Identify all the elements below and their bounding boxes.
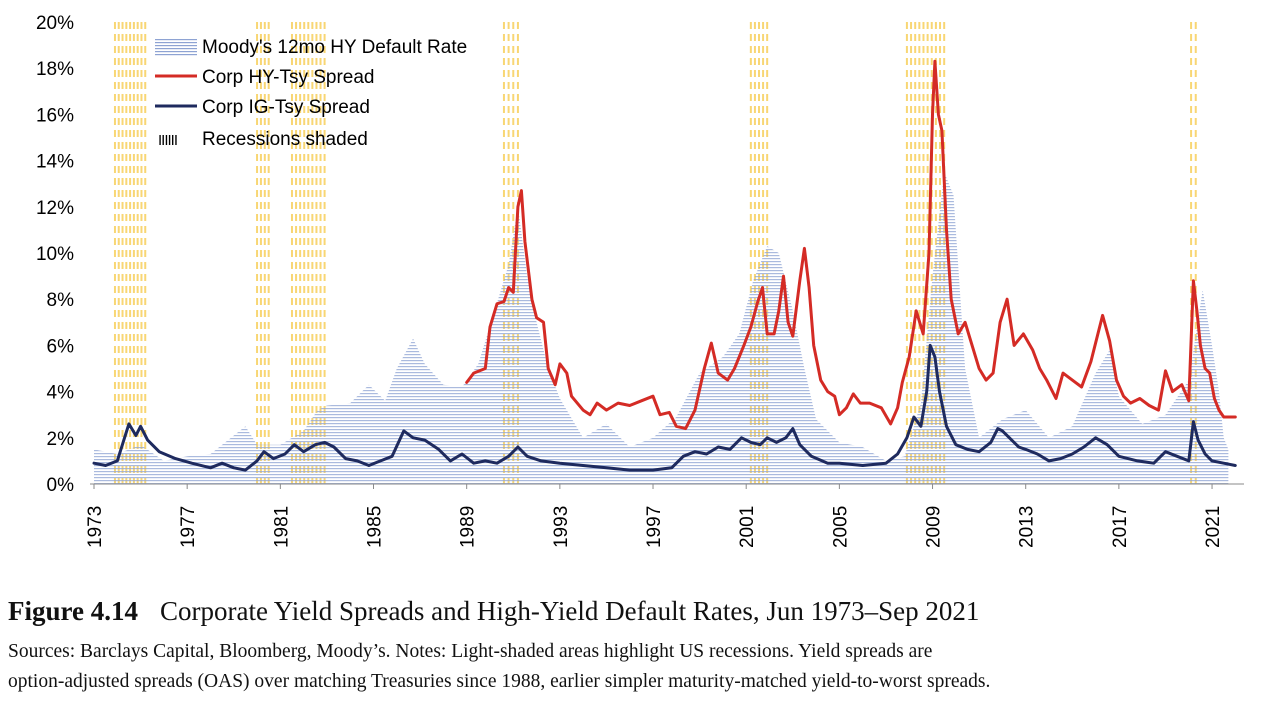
hy-spread-series [465, 59, 1237, 431]
legend-hy-spread: Corp HY-Tsy Spread [155, 67, 374, 88]
default-rate-area [94, 172, 1229, 484]
y-axis-ticks: 0% 2% 4% 6% 8% 10% 12% 14% 16% 18% 20% [36, 13, 74, 496]
recession-band [256, 22, 270, 484]
x-tick-label: 1993 [551, 506, 572, 548]
x-tick-label: 1977 [178, 506, 199, 548]
yield-spread-chart: 0% 2% 4% 6% 8% 10% 12% 14% 16% 18% 20% 1973 1977 198… [36, 13, 1244, 548]
recession-band [113, 22, 147, 484]
y-tick-label: 10% [36, 244, 74, 265]
y-tick-label: 8% [47, 290, 75, 311]
x-tick-label: 2005 [830, 506, 851, 548]
default-rate-series [94, 172, 1229, 484]
recession-bands [113, 22, 1197, 484]
x-tick-label: 2021 [1203, 506, 1224, 548]
y-tick-label: 2% [47, 429, 75, 450]
hy-spread-line [465, 59, 1237, 431]
figure-title: Corporate Yield Spreads and High-Yield D… [160, 596, 980, 626]
x-tick-label: 1981 [271, 506, 292, 548]
x-axis-ticks: 1973 1977 1981 1985 1989 1993 1997 2001 2005 2009… [85, 484, 1224, 548]
legend-ig-label: Corp IG-Tsy Spread [202, 97, 370, 118]
legend-default-rate: Moody's 12mo HY Default Rate [155, 37, 467, 58]
y-tick-label: 18% [36, 59, 74, 80]
y-tick-label: 0% [47, 475, 75, 496]
x-tick-label: 2017 [1110, 506, 1131, 548]
y-tick-label: 4% [47, 383, 75, 404]
legend-default-rate-swatch [155, 38, 197, 56]
x-tick-label: 1973 [85, 506, 106, 548]
legend-recessions-label: Recessions shaded [202, 129, 368, 150]
legend-recessions-marker: IIIIII [158, 132, 177, 149]
figure-number: Figure 4.14 [8, 596, 138, 626]
y-tick-label: 16% [36, 105, 74, 126]
legend-default-rate-label: Moody's 12mo HY Default Rate [202, 37, 467, 58]
y-tick-label: 20% [36, 13, 74, 34]
figure-note-line-1: Sources: Barclays Capital, Bloomberg, Mo… [8, 641, 933, 662]
y-tick-label: 12% [36, 198, 74, 219]
y-tick-label: 14% [36, 152, 74, 173]
x-tick-label: 2001 [737, 506, 758, 548]
legend-recessions: IIIIII Recessions shaded [158, 129, 368, 150]
ig-spread-series [92, 343, 1237, 472]
ig-spread-line [92, 343, 1237, 472]
x-tick-label: 1989 [458, 506, 479, 548]
x-tick-label: 1985 [365, 506, 386, 548]
y-tick-label: 6% [47, 336, 75, 357]
x-tick-label: 1997 [644, 506, 665, 548]
figure-caption: Figure 4.14 Corporate Yield Spreads and H… [8, 596, 979, 627]
figure-note-line-2: option-adjusted spreads (OAS) over match… [8, 671, 991, 692]
legend-hy-label: Corp HY-Tsy Spread [202, 67, 374, 88]
x-tick-label: 2013 [1017, 506, 1038, 548]
x-tick-label: 2009 [924, 506, 945, 548]
legend: Moody's 12mo HY Default Rate Corp HY-Tsy… [155, 37, 467, 150]
legend-ig-spread: Corp IG-Tsy Spread [155, 97, 370, 118]
